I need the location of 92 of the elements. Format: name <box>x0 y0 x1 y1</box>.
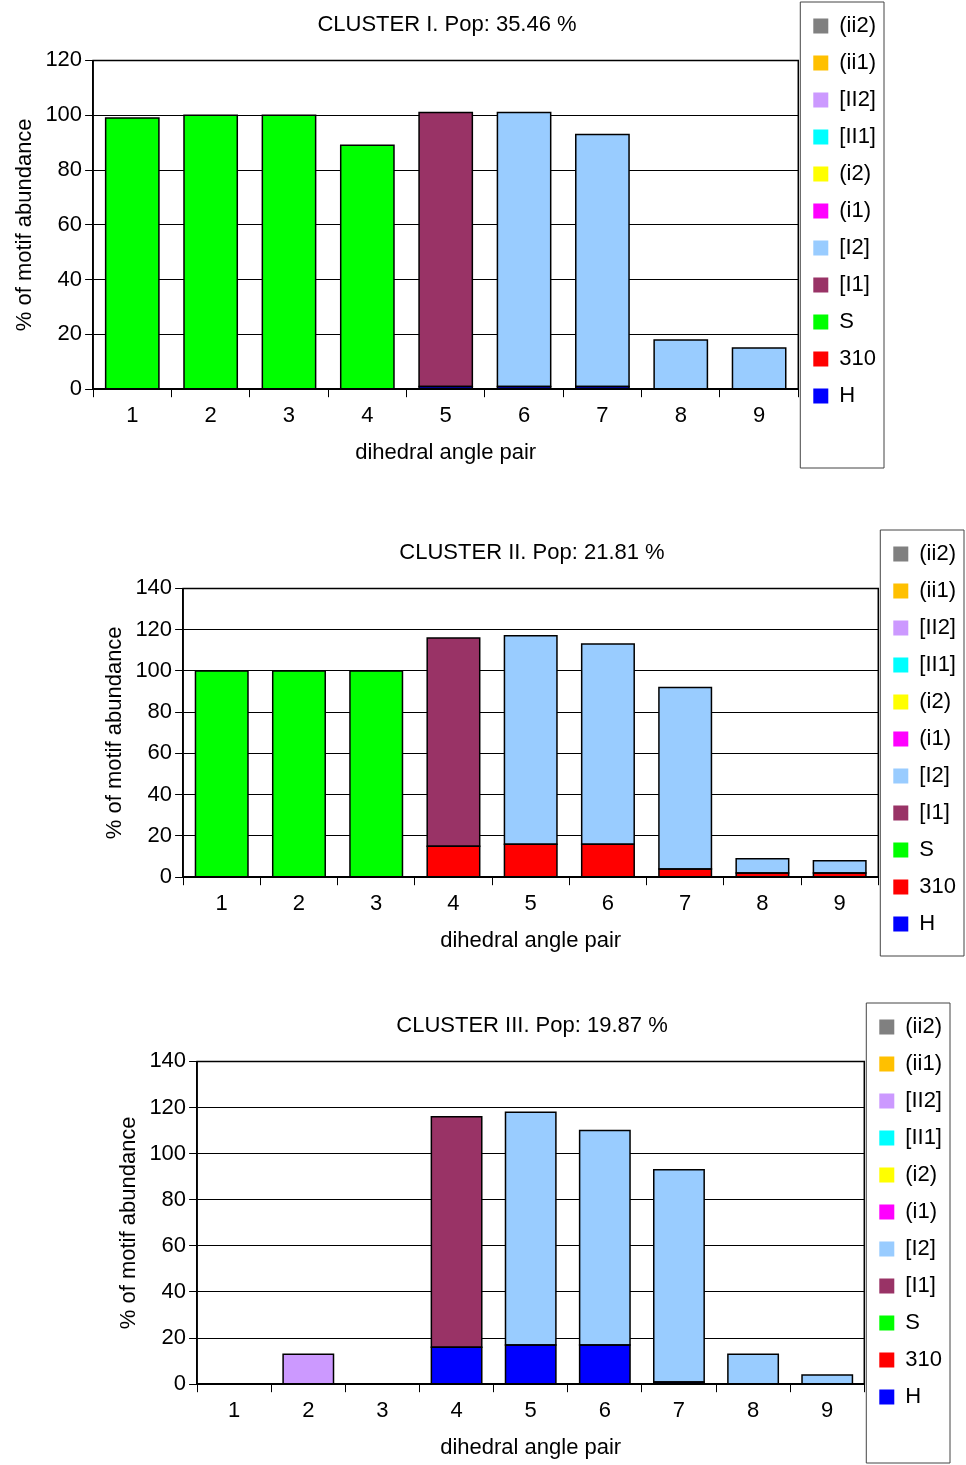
x-tick-label: 6 <box>601 890 615 916</box>
legend-label: (ii1) <box>919 577 956 603</box>
x-tick-label: 2 <box>204 402 217 428</box>
x-tick-label: 8 <box>746 1397 760 1423</box>
x-tick-label: 7 <box>596 402 609 428</box>
x-tick-label: 1 <box>126 402 139 428</box>
y-tick-label: 120 <box>149 1093 187 1119</box>
legend-label: (i1) <box>905 1198 938 1224</box>
legend-label: (i2) <box>839 160 872 186</box>
y-tick-label: 40 <box>147 780 173 806</box>
x-tick-label: 2 <box>302 1397 315 1423</box>
legend-label: [I1] <box>919 799 950 825</box>
x-axis-title: dihedral angle pair <box>440 926 622 952</box>
y-tick-label: 0 <box>173 1370 187 1396</box>
x-tick-label: 2 <box>292 890 306 916</box>
y-tick-label: 20 <box>147 822 173 848</box>
legend-label: [I1] <box>905 1272 936 1298</box>
legend-label: (ii2) <box>839 12 876 38</box>
x-tick-label: 4 <box>447 890 460 916</box>
legend-label: (ii1) <box>839 49 876 75</box>
x-tick-label: 9 <box>821 1397 834 1423</box>
y-tick-label: 40 <box>161 1278 187 1304</box>
y-axis-title: % of motif abundance <box>11 118 37 332</box>
legend-label: S <box>919 836 934 862</box>
legend-label: [II2] <box>839 86 876 112</box>
x-tick-label: 8 <box>756 890 769 916</box>
y-tick-label: 80 <box>147 698 173 724</box>
y-tick-label: 20 <box>161 1324 187 1350</box>
x-tick-label: 6 <box>598 1397 611 1423</box>
legend-label: [I2] <box>839 234 870 260</box>
x-tick-label: 1 <box>228 1397 241 1423</box>
legend-label: 310 <box>905 1346 943 1372</box>
x-tick-label: 3 <box>376 1397 389 1423</box>
legend-label: [II2] <box>919 614 956 640</box>
y-tick-label: 40 <box>57 265 83 291</box>
legend-label: [I2] <box>905 1235 936 1261</box>
legend-label: (i2) <box>919 688 952 714</box>
x-axis-title: dihedral angle pair <box>355 438 537 464</box>
y-tick-label: 60 <box>161 1231 187 1257</box>
x-tick-label: 4 <box>450 1397 463 1423</box>
legend-label: [II2] <box>905 1087 942 1113</box>
legend-label: S <box>905 1309 920 1335</box>
x-tick-label: 5 <box>524 890 537 916</box>
y-tick-label: 20 <box>57 320 83 346</box>
y-tick-label: 80 <box>161 1185 187 1211</box>
x-tick-label: 8 <box>674 402 687 428</box>
x-tick-label: 9 <box>833 890 846 916</box>
x-tick-label: 5 <box>439 402 452 428</box>
y-tick-label: 0 <box>159 863 173 889</box>
x-tick-label: 4 <box>361 402 374 428</box>
chart-title: CLUSTER I. Pop: 35.46 % <box>317 11 577 37</box>
chart-title: CLUSTER III. Pop: 19.87 % <box>396 1012 668 1038</box>
y-tick-label: 100 <box>45 101 83 127</box>
legend-label: 310 <box>839 345 877 371</box>
x-axis-title: dihedral angle pair <box>440 1433 622 1459</box>
x-tick-label: 9 <box>752 402 766 428</box>
legend-label: [II1] <box>839 123 876 149</box>
y-axis-title: % of motif abundance <box>115 1116 141 1330</box>
legend-label: (i2) <box>905 1161 938 1187</box>
legend-label: [I2] <box>919 762 950 788</box>
legend-label: [II1] <box>919 651 956 677</box>
y-tick-label: 0 <box>69 375 83 401</box>
x-tick-label: 5 <box>524 1397 537 1423</box>
legend-label: (ii1) <box>905 1050 942 1076</box>
x-tick-label: 3 <box>370 890 383 916</box>
legend-label: S <box>839 308 854 334</box>
x-tick-label: 3 <box>282 402 296 428</box>
legend-label: 310 <box>919 873 957 899</box>
x-tick-label: 7 <box>672 1397 686 1423</box>
y-tick-label: 120 <box>135 615 173 641</box>
x-tick-label: 1 <box>215 890 228 916</box>
y-tick-label: 120 <box>45 46 83 72</box>
x-tick-label: 6 <box>517 402 531 428</box>
legend-label: [II1] <box>905 1124 942 1150</box>
x-tick-label: 7 <box>679 890 692 916</box>
y-tick-label: 100 <box>149 1139 187 1165</box>
y-tick-label: 140 <box>135 574 173 600</box>
y-tick-label: 80 <box>57 156 83 182</box>
legend-label: (i1) <box>919 725 952 751</box>
y-tick-label: 60 <box>147 739 173 765</box>
y-tick-label: 140 <box>149 1047 187 1073</box>
chart-title: CLUSTER II. Pop: 21.81 % <box>399 539 665 565</box>
legend-label: (ii2) <box>919 540 956 566</box>
legend-label: H <box>905 1383 922 1409</box>
legend-label: (ii2) <box>905 1013 942 1039</box>
legend-label: [I1] <box>839 271 870 297</box>
y-tick-label: 100 <box>135 656 173 682</box>
y-axis-title: % of motif abundance <box>101 626 127 840</box>
y-tick-label: 60 <box>57 210 83 236</box>
legend-label: H <box>839 382 856 408</box>
legend-label: (i1) <box>839 197 872 223</box>
legend-label: H <box>919 910 936 936</box>
